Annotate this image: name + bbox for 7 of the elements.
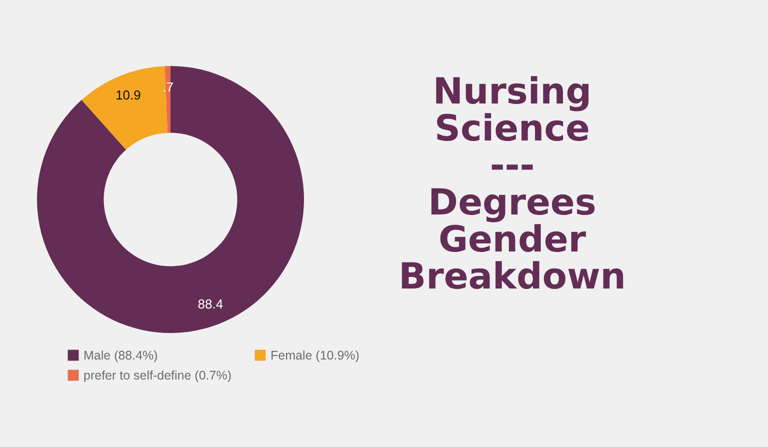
- data-label: 88.4: [198, 296, 224, 312]
- legend-label: Female (10.9%): [270, 348, 360, 362]
- text: Nursing Science --- Degrees Gender Breakdown: [398, 72, 626, 298]
- legend-label: Male (88.4%): [84, 348, 158, 362]
- donut-slice: [37, 66, 304, 333]
- data-label: 10.9: [116, 88, 141, 103]
- legend-label: prefer to self-define (0.7%): [84, 368, 232, 382]
